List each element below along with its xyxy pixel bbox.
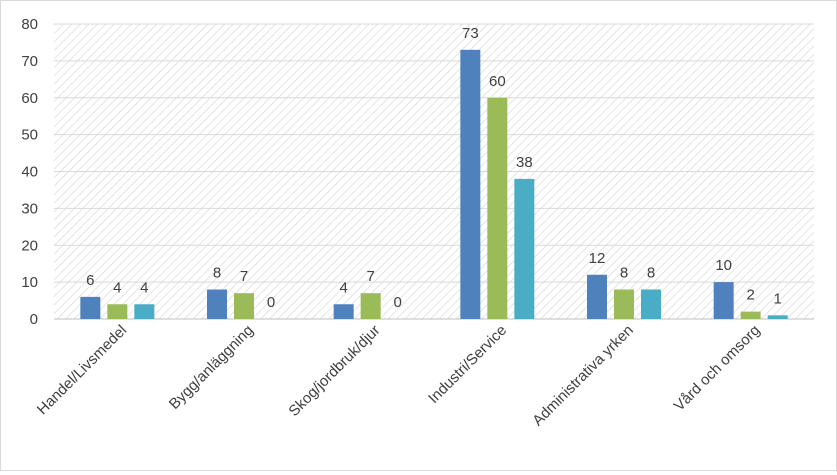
data-label: 6 bbox=[86, 272, 94, 289]
bar bbox=[614, 289, 634, 319]
bar bbox=[767, 315, 788, 319]
y-tick-label: 20 bbox=[21, 237, 38, 254]
bar bbox=[460, 49, 481, 319]
x-tick-label: Administrativa yrken bbox=[529, 322, 637, 430]
data-label: 1 bbox=[773, 290, 781, 307]
x-tick-label: Vård och omsorg bbox=[671, 322, 764, 415]
bar bbox=[360, 293, 381, 319]
bar bbox=[134, 304, 155, 319]
bar bbox=[514, 178, 535, 319]
data-label: 4 bbox=[113, 279, 121, 296]
data-label: 10 bbox=[715, 257, 732, 274]
data-label: 0 bbox=[393, 294, 401, 311]
bar bbox=[641, 289, 661, 319]
data-label: 4 bbox=[339, 279, 347, 296]
y-tick-label: 0 bbox=[30, 311, 38, 328]
bar bbox=[487, 97, 508, 319]
bar bbox=[333, 304, 354, 319]
data-label: 12 bbox=[589, 250, 606, 267]
data-label: 7 bbox=[366, 268, 374, 285]
bar bbox=[740, 311, 761, 319]
bar bbox=[234, 293, 254, 319]
bar bbox=[107, 304, 128, 319]
x-axis: Handel/Livsmedel Bygg/anläggning Skog/jord… bbox=[34, 322, 764, 430]
data-label: 2 bbox=[746, 287, 754, 304]
bar bbox=[713, 282, 734, 319]
y-axis: 0 10 20 30 40 50 60 70 80 bbox=[21, 16, 38, 328]
data-label: 73 bbox=[462, 25, 479, 42]
data-label: 7 bbox=[240, 268, 248, 285]
data-label: 8 bbox=[647, 265, 655, 282]
gridlines bbox=[54, 23, 814, 320]
data-labels: 6 4 4 8 7 0 4 7 0 73 60 38 12 8 8 10 2 1 bbox=[86, 25, 782, 311]
bar bbox=[587, 274, 607, 319]
y-tick-label: 70 bbox=[21, 53, 38, 70]
data-label: 0 bbox=[267, 294, 275, 311]
y-tick-label: 50 bbox=[21, 127, 38, 144]
data-label: 38 bbox=[516, 154, 533, 171]
x-tick-label: Handel/Livsmedel bbox=[34, 322, 130, 418]
x-tick-label: Bygg/anläggning bbox=[166, 322, 257, 413]
bars bbox=[80, 49, 788, 319]
x-tick-label: Skog/jordbruk/djur bbox=[285, 322, 383, 420]
bar bbox=[80, 296, 101, 319]
y-tick-label: 40 bbox=[21, 164, 38, 181]
y-tick-label: 60 bbox=[21, 90, 38, 107]
y-tick-label: 10 bbox=[21, 274, 38, 291]
x-tick-label: Industri/Service bbox=[425, 322, 510, 407]
data-label: 60 bbox=[489, 73, 506, 90]
data-label: 8 bbox=[213, 265, 221, 282]
y-tick-label: 80 bbox=[21, 16, 38, 33]
data-label: 8 bbox=[620, 265, 628, 282]
data-label: 4 bbox=[140, 279, 148, 296]
y-tick-label: 30 bbox=[21, 200, 38, 217]
bar bbox=[207, 289, 227, 319]
